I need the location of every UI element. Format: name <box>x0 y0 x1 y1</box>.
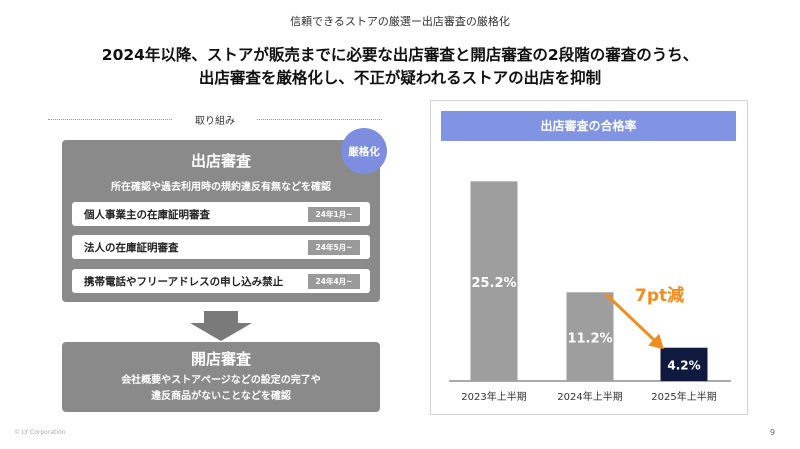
review-item-label: 携帯電話やフリーアドレスの申し込み禁止 <box>84 276 284 288</box>
slide-headline: 2024年以降、ストアが販売までに必要な出店審査と開店審査の2段階の審査のうち、… <box>0 44 800 90</box>
chart-category-label: 2025年上半期 <box>651 390 716 403</box>
review-item: 個人事業主の在庫証明審査 24年1月~ <box>72 202 370 226</box>
open-review-description: 会社概要やストアページなどの設定の完了や 違反商品がないことなどを確認 <box>62 373 380 405</box>
chart-frame: 出店審査の合格率 25.2% 2023年上半期 11.2% 2024年上半期 4.2% 2… <box>430 100 748 415</box>
chart-category-label: 2023年上半期 <box>461 390 526 403</box>
open-review-desc-line-2: 違反商品がないことなどを確認 <box>151 391 291 402</box>
chart-bar <box>566 292 614 381</box>
chart-bar <box>660 347 708 381</box>
review-item: 携帯電話やフリーアドレスの申し込み禁止 24年4月~ <box>72 269 370 293</box>
annotation-arrow-shaft <box>604 293 660 345</box>
pass-rate-bar-chart: 25.2% 2023年上半期 11.2% 2024年上半期 4.2% 2025年上半期 7p… <box>449 181 731 403</box>
store-review-title: 出店審査 <box>190 152 251 170</box>
store-review-box: 出店審査 所在確認や過去利用時の規約違反有無などを確認 個人事業主の在庫証明審査… <box>62 140 380 302</box>
headline-line-2: 出店審査を厳格化し、不正が疑われるストアの出店を抑制 <box>198 69 602 87</box>
open-review-title: 開店審査 <box>190 350 251 368</box>
copyright-text: © LY Corporation <box>14 429 66 436</box>
chart-data-label: 4.2% <box>667 358 700 372</box>
review-item-label: 個人事業主の在庫証明審査 <box>84 209 210 221</box>
chart-data-label: 25.2% <box>471 276 516 291</box>
stricter-badge: 厳格化 <box>341 128 387 174</box>
review-item-date-tag: 24年1月~ <box>308 207 360 222</box>
review-item: 法人の在庫証明審査 24年5月~ <box>72 235 370 259</box>
page-number: 9 <box>770 428 776 437</box>
open-review-box: 開店審査 会社概要やストアページなどの設定の完了や 違反商品がないことなどを確認 <box>62 342 380 412</box>
store-review-description: 所在確認や過去利用時の規約違反有無などを確認 <box>111 182 331 193</box>
arrow-down-icon <box>190 311 252 341</box>
slide-subtitle: 信頼できるストアの厳選ー出店審査の厳格化 <box>290 15 510 28</box>
chart-title: 出店審査の合格率 <box>441 111 736 141</box>
annotation-arrow-head <box>648 333 664 350</box>
headline-line-1: 2024年以降、ストアが販売までに必要な出店審査と開店審査の2段階の審査のうち、 <box>101 46 699 64</box>
review-item-date-tag: 24年5月~ <box>308 240 360 255</box>
review-item-label: 法人の在庫証明審査 <box>84 242 179 254</box>
chart-category-label: 2024年上半期 <box>557 390 622 403</box>
open-review-desc-line-1: 会社概要やストアページなどの設定の完了や <box>121 375 321 386</box>
section-label-text: 取り組み <box>173 112 257 127</box>
chart-annotation: 7pt減 <box>635 285 684 306</box>
section-label: 取り組み <box>48 112 382 127</box>
chart-data-label: 11.2% <box>567 332 612 347</box>
review-item-date-tag: 24年4月~ <box>308 274 360 289</box>
chart-bar <box>470 181 518 381</box>
